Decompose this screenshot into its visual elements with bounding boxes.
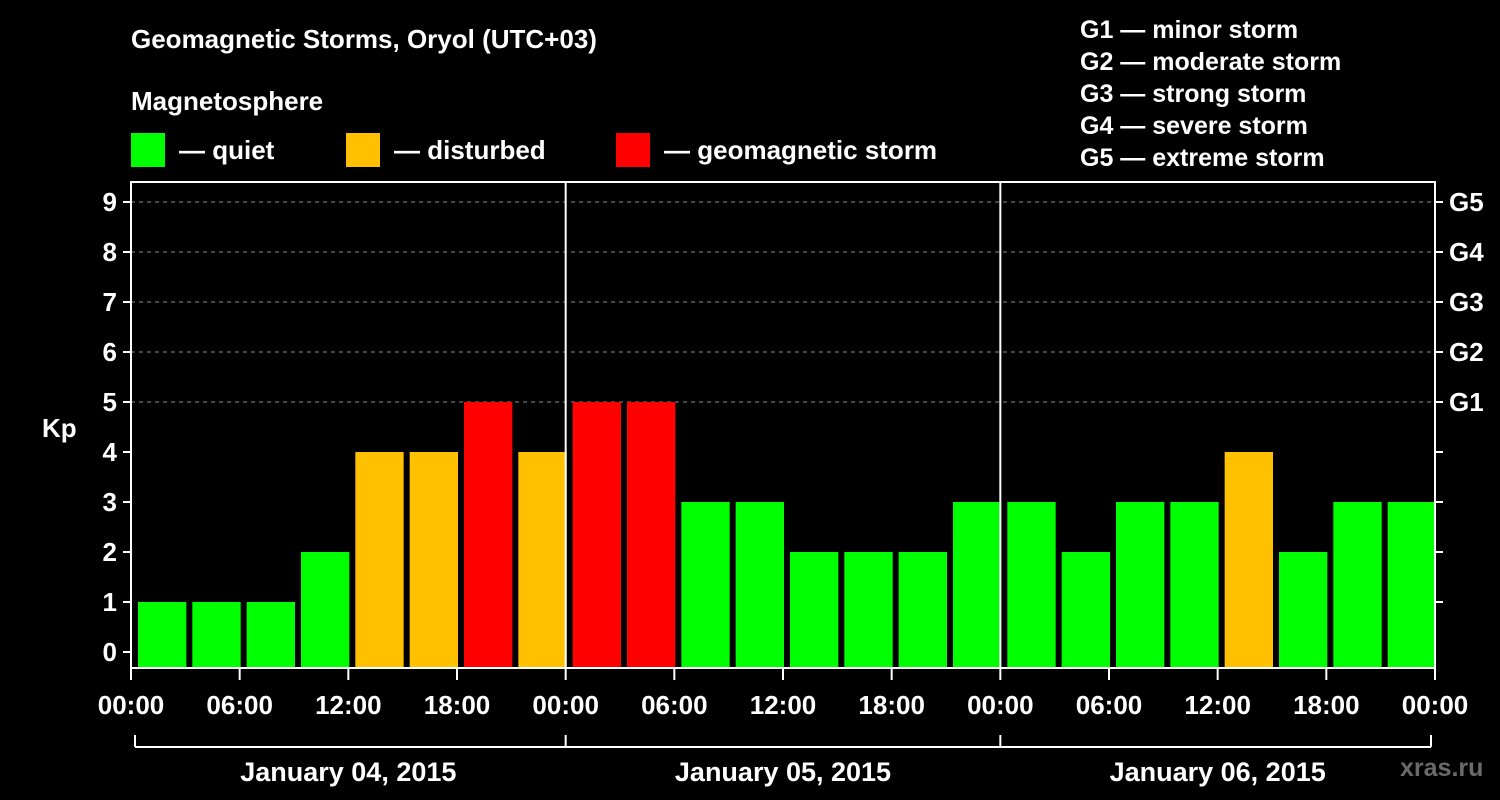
legend-item-storm: — geomagnetic storm <box>616 133 937 167</box>
storm-level-g2: G2 — moderate storm <box>1080 48 1342 76</box>
storm-level-g4: G4 — severe storm <box>1080 112 1308 140</box>
x-tick-label-6: 12:00 <box>750 690 817 720</box>
x-tick-label-7: 18:00 <box>858 690 925 720</box>
chart-title: Geomagnetic Storms, Oryol (UTC+03) <box>131 24 597 54</box>
bar-16 <box>1007 502 1056 668</box>
x-tick-label-3: 18:00 <box>424 690 491 720</box>
x-tick-label-1: 06:00 <box>206 690 273 720</box>
storm-level-key: G1 — minor storm G2 — moderate storm G3 … <box>1080 14 1341 174</box>
day-label-0: January 04, 2015 <box>240 757 456 787</box>
legend-swatch-disturbed <box>346 133 380 167</box>
y-tick-label-3: 3 <box>103 487 117 517</box>
watermark: xras.ru <box>1400 754 1484 782</box>
x-tick-label-0: 00:00 <box>98 690 165 720</box>
right-axis-label-g1: G1 <box>1449 387 1484 417</box>
y-tick-label-2: 2 <box>103 537 117 567</box>
x-tick-label-11: 18:00 <box>1293 690 1360 720</box>
x-tick-label-8: 00:00 <box>967 690 1034 720</box>
bar-18 <box>1116 502 1165 668</box>
bar-6 <box>464 402 513 668</box>
right-axis-label-g3: G3 <box>1449 287 1484 317</box>
legend-item-quiet: — quiet <box>131 133 274 167</box>
right-axis-label-g5: G5 <box>1449 187 1484 217</box>
bar-4 <box>355 452 404 668</box>
bar-12 <box>790 552 839 668</box>
bar-1 <box>192 602 241 668</box>
legend-swatch-storm <box>616 133 650 167</box>
bar-15 <box>953 502 1002 668</box>
bar-20 <box>1224 452 1273 668</box>
x-tick-label-9: 06:00 <box>1076 690 1143 720</box>
bar-9 <box>627 402 676 668</box>
bar-10 <box>681 502 730 668</box>
y-tick-label-8: 8 <box>103 237 117 267</box>
bar-8 <box>572 402 621 668</box>
legend-label-storm: — geomagnetic storm <box>664 134 938 165</box>
bar-0 <box>138 602 187 668</box>
legend-swatch-quiet <box>131 133 165 167</box>
bar-23 <box>1387 502 1436 668</box>
bar-3 <box>301 552 350 668</box>
x-tick-label-2: 12:00 <box>315 690 382 720</box>
storm-level-g3: G3 — strong storm <box>1080 80 1307 108</box>
legend-item-disturbed: — disturbed <box>346 133 546 167</box>
storm-level-g1: G1 — minor storm <box>1080 16 1299 44</box>
x-tick-label-4: 00:00 <box>532 690 599 720</box>
x-tick-label-5: 06:00 <box>641 690 708 720</box>
y-tick-label-7: 7 <box>103 287 117 317</box>
chart-subtitle: Magnetosphere <box>131 86 324 116</box>
bar-11 <box>735 502 784 668</box>
y-tick-label-6: 6 <box>103 337 117 367</box>
day-label-1: January 05, 2015 <box>675 757 891 787</box>
y-tick-label-0: 0 <box>103 637 117 667</box>
right-axis-label-g2: G2 <box>1449 337 1484 367</box>
bar-22 <box>1333 502 1382 668</box>
storm-level-g5: G5 — extreme storm <box>1080 144 1325 172</box>
bar-2 <box>246 602 295 668</box>
bar-13 <box>844 552 893 668</box>
legend-label-disturbed: — disturbed <box>394 134 546 165</box>
bar-14 <box>898 552 947 668</box>
day-label-2: January 06, 2015 <box>1110 757 1326 787</box>
bar-7 <box>518 452 567 668</box>
bar-19 <box>1170 502 1219 668</box>
bar-21 <box>1279 552 1328 668</box>
x-tick-label-10: 12:00 <box>1184 690 1251 720</box>
y-tick-label-1: 1 <box>103 587 117 617</box>
x-tick-label-12: 00:00 <box>1402 690 1469 720</box>
bar-17 <box>1061 552 1110 668</box>
bar-5 <box>409 452 458 668</box>
y-tick-label-9: 9 <box>103 187 117 217</box>
right-axis-label-g4: G4 <box>1449 237 1484 267</box>
y-tick-label-4: 4 <box>103 437 118 467</box>
legend-label-quiet: — quiet <box>179 134 275 165</box>
y-axis-label: Kp <box>42 413 77 443</box>
y-tick-label-5: 5 <box>103 387 117 417</box>
